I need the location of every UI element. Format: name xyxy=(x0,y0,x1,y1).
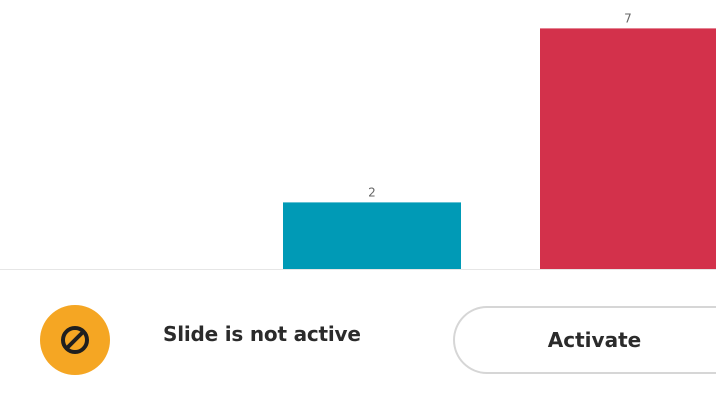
inactive-status-badge xyxy=(40,305,110,375)
bar-2 xyxy=(540,28,716,272)
bars xyxy=(283,28,716,272)
bar-1-value-label: 2 xyxy=(368,185,376,199)
slide-inactive-message: Slide is not active xyxy=(163,322,361,346)
bar-1 xyxy=(283,202,461,272)
slide-status-panel: Slide is not active Activate xyxy=(0,269,716,407)
bar-chart: 27 xyxy=(283,11,716,272)
prohibited-icon xyxy=(61,326,89,354)
activate-button[interactable]: Activate xyxy=(453,306,716,374)
bar-2-value-label: 7 xyxy=(624,11,632,25)
bar-labels: 27 xyxy=(368,11,632,199)
